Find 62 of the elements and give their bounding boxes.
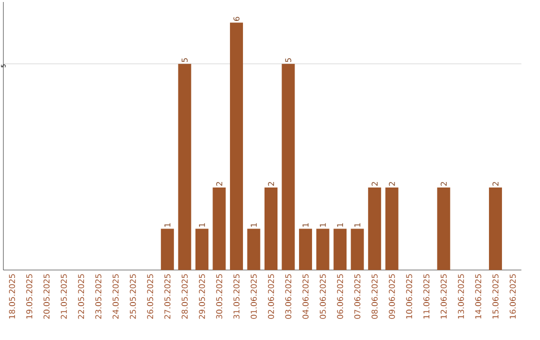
- x-tick-label: 11.06.2025: [423, 274, 430, 318]
- bar: [178, 64, 192, 270]
- x-tick-label: 04.06.2025: [302, 274, 309, 319]
- bar: [195, 228, 208, 270]
- x-tick-label: 14.06.2025: [475, 274, 482, 318]
- x-tick-label: 26.05.2025: [147, 274, 154, 319]
- bar: [282, 64, 295, 270]
- x-tick-label: 09.06.2025: [388, 274, 395, 319]
- data-label: 5: [285, 58, 292, 62]
- x-tick-label: 31.05.2025: [233, 274, 240, 319]
- data-label: 5: [182, 58, 188, 62]
- data-label: 6: [233, 16, 240, 21]
- x-tick-label: 01.06.2025: [250, 274, 257, 319]
- x-tick-label: 23.05.2025: [95, 274, 102, 319]
- x-tick-label: 08.06.2025: [372, 274, 378, 319]
- x-tick-label: 10.06.2025: [406, 274, 412, 318]
- x-tick-label: 25.05.2025: [130, 274, 136, 319]
- bar: [488, 188, 502, 270]
- data-label: 1: [337, 223, 343, 227]
- bar: [368, 188, 382, 270]
- bar: [334, 228, 347, 270]
- x-tick-label: 27.05.2025: [164, 274, 170, 319]
- bar: [212, 188, 226, 270]
- x-tick-label: 29.05.2025: [198, 274, 205, 319]
- bar: [437, 188, 450, 270]
- bar: [230, 22, 243, 270]
- x-tick-label: 22.05.2025: [78, 274, 84, 319]
- x-tick-label: 28.05.2025: [182, 274, 188, 319]
- x-tick-label: 16.06.2025: [510, 274, 516, 318]
- x-tick-label: 02.06.2025: [268, 274, 274, 319]
- x-tick-label: 06.06.2025: [337, 274, 344, 319]
- data-label: 2: [440, 182, 447, 186]
- data-label: 1: [354, 223, 360, 227]
- bar: [160, 228, 174, 270]
- bar: [264, 188, 278, 270]
- x-tick-label: 12.06.2025: [440, 274, 447, 318]
- data-label: 2: [268, 182, 274, 186]
- bar: [247, 228, 260, 270]
- x-tick-label: 13.06.2025: [458, 274, 464, 318]
- data-label: 2: [372, 182, 378, 186]
- data-label: 1: [250, 223, 257, 227]
- x-tick-label: 24.05.2025: [112, 274, 119, 319]
- x-tick-label: 19.05.2025: [26, 274, 32, 318]
- bar: [316, 228, 330, 270]
- data-label: 1: [302, 223, 308, 227]
- data-label: 1: [320, 223, 326, 227]
- x-tick-label: 03.06.2025: [285, 274, 292, 319]
- bar: [350, 228, 364, 270]
- x-tick-label: 30.05.2025: [216, 274, 222, 319]
- x-tick-label: 07.06.2025: [354, 274, 360, 319]
- bar: [299, 228, 312, 270]
- data-label: 2: [388, 182, 395, 186]
- x-tick-label: 20.05.2025: [44, 274, 50, 319]
- data-label: 2: [216, 182, 222, 186]
- bar: [385, 188, 398, 270]
- data-label: 2: [492, 182, 498, 186]
- data-label: 1: [164, 223, 170, 227]
- x-tick-label: 21.05.2025: [60, 274, 67, 319]
- x-tick-label: 05.06.2025: [320, 274, 326, 319]
- data-label: 1: [199, 223, 205, 227]
- x-tick-label: 18.05.2025: [8, 274, 16, 318]
- x-tick-label: 15.06.2025: [492, 274, 498, 318]
